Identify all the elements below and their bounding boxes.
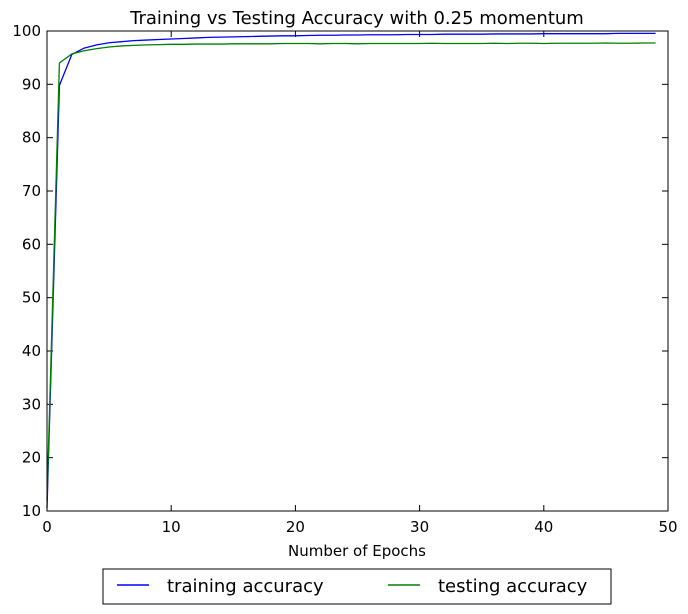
y-tick-label: 80: [22, 129, 41, 147]
y-tick-label: 100: [12, 22, 41, 40]
plot-area-frame: [46, 30, 669, 512]
y-tick-label: 70: [22, 182, 41, 200]
x-tick-label: 20: [286, 518, 305, 536]
legend: training accuracy testing accuracy: [102, 568, 612, 605]
legend-label-training: training accuracy: [167, 576, 324, 597]
x-tick-label: 10: [162, 518, 181, 536]
y-tick-label: 50: [22, 289, 41, 307]
x-axis-label: Number of Epochs: [288, 542, 426, 560]
x-tick-label: 0: [42, 518, 52, 536]
x-tick-label: 40: [534, 518, 553, 536]
x-tick-label: 30: [410, 518, 429, 536]
y-tick-label: 90: [22, 75, 41, 93]
y-tick-label: 30: [22, 395, 41, 413]
y-tick-label: 60: [22, 235, 41, 253]
series-line-training-accuracy: [46, 32, 656, 509]
y-tick-label: 40: [22, 342, 41, 360]
legend-label-testing: testing accuracy: [438, 576, 588, 597]
series-line-testing-accuracy: [46, 42, 656, 501]
y-tick-label: 20: [22, 449, 41, 467]
x-tick-label: 50: [658, 518, 677, 536]
y-axis-ticks: 10 20 30 40 50 60 70 80 90 100: [12, 22, 668, 520]
x-axis-ticks: 0 10 20 30 40 50: [42, 31, 678, 536]
series-lines: [46, 32, 656, 509]
y-tick-label: 10: [22, 502, 41, 520]
legend-box: [102, 568, 612, 605]
chart-title: Training vs Testing Accuracy with 0.25 m…: [129, 8, 584, 29]
